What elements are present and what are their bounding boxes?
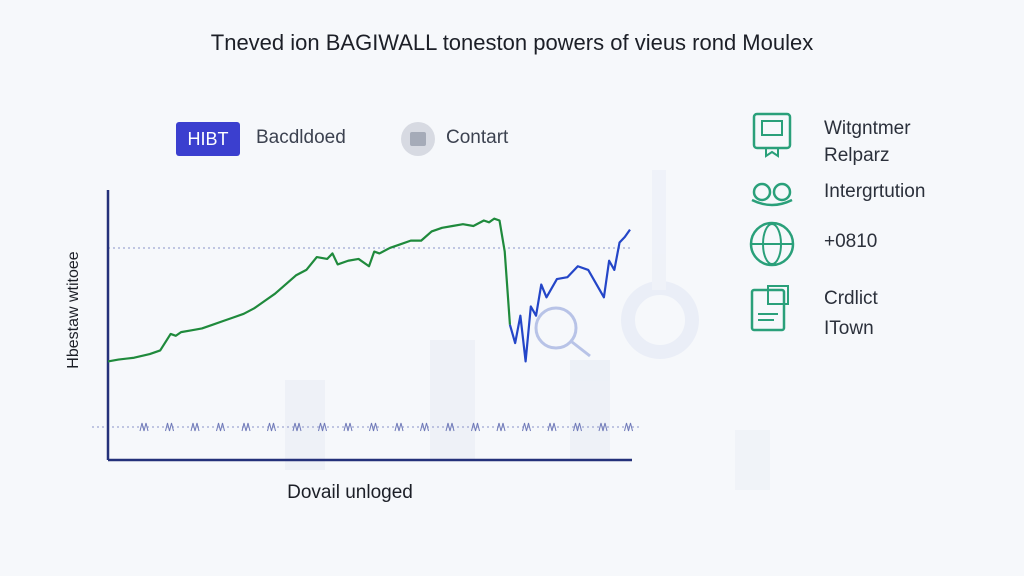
contact-icon (401, 122, 435, 156)
x-axis-label: Dovail unloged (287, 482, 413, 503)
x-tick-mark (139, 422, 149, 432)
certificate-icon (752, 112, 792, 158)
background-decor (285, 170, 770, 490)
contact-tab[interactable]: Contart (446, 127, 509, 148)
x-tick-mark (471, 422, 480, 432)
x-tick-mark (496, 422, 506, 432)
y-axis-label: Hbestaw wtitoee (65, 251, 82, 369)
x-tick-mark (292, 422, 302, 432)
x-tick-mark (445, 422, 455, 432)
x-tick-mark (573, 422, 582, 432)
chart-title: Tneved ion BAGIWALL toneston powers of v… (210, 30, 814, 55)
legend-line-2: Relparz (824, 145, 890, 166)
x-tick-mark (190, 422, 200, 432)
handshake-icon (751, 182, 793, 207)
legend-line-2: ITown (824, 318, 874, 339)
x-tick-mark (165, 422, 174, 432)
x-tick-mark (522, 422, 531, 432)
legend-line-1: +0810 (824, 231, 878, 252)
x-tick-mark (241, 422, 251, 432)
document-stamp-icon (750, 285, 789, 332)
backdated-tab[interactable]: Bacdldoed (256, 127, 346, 148)
series-line-2 (508, 229, 631, 363)
x-tick-mark (624, 422, 633, 432)
x-tick-mark (343, 422, 353, 432)
hibt-badge[interactable]: HIBT (176, 122, 240, 156)
x-tick-mark (369, 422, 378, 432)
x-tick-mark (216, 422, 225, 432)
legend-line-1: Witgntmer (824, 118, 911, 139)
magnifier-icon (534, 306, 591, 358)
x-tick-mark (420, 422, 429, 432)
x-tick-mark (318, 422, 327, 432)
x-tick-mark (394, 422, 404, 432)
x-tick-marks (139, 422, 633, 432)
legend-line-1: Crdlict (824, 288, 878, 309)
series-line-1 (107, 217, 512, 363)
globe-shield-icon (749, 221, 795, 267)
x-tick-mark (598, 422, 608, 432)
x-tick-mark (547, 422, 557, 432)
legend-line-1: Intergrtution (824, 181, 926, 202)
x-tick-mark (267, 422, 276, 432)
